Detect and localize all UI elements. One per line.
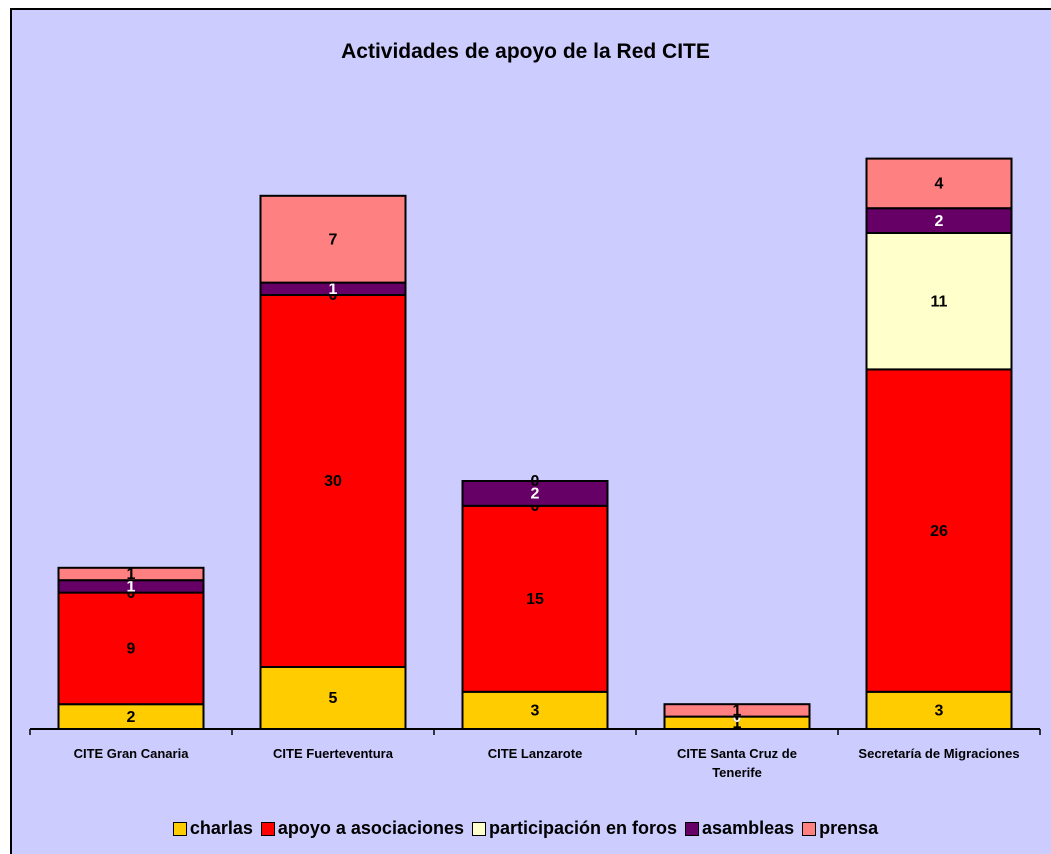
bar-segment <box>865 368 1013 693</box>
data-label: 2 <box>127 709 136 726</box>
data-label: 0 <box>531 473 540 490</box>
data-label: 15 <box>526 591 544 608</box>
legend-item: charlas <box>172 818 253 839</box>
data-label: 2 <box>935 213 944 230</box>
bar-segment <box>57 703 205 731</box>
legend-item: apoyo a asociaciones <box>260 818 464 839</box>
x-tick-label: Secretaría de Migraciones <box>858 746 1020 761</box>
legend-label: charlas <box>189 818 253 838</box>
data-label: 11 <box>931 293 948 310</box>
legend-label: participación en foros <box>488 818 678 838</box>
legend-item: prensa <box>802 818 878 839</box>
data-label: 1 <box>733 703 742 720</box>
legend-label: asambleas <box>702 818 795 838</box>
x-tick-label: CITE Lanzarote <box>487 746 583 761</box>
legend-swatch <box>172 821 187 836</box>
legend-swatch <box>685 821 700 836</box>
data-label: 3 <box>935 703 944 720</box>
legend: charlas apoyo a asociaciones participación… <box>0 818 1051 839</box>
data-label: 4 <box>935 176 944 193</box>
data-label: 30 <box>324 473 342 490</box>
bar-segment <box>865 207 1013 234</box>
bar-segment <box>865 232 1013 371</box>
data-label: 5 <box>329 690 338 707</box>
x-tick-label: CITE Gran Canaria <box>73 746 189 761</box>
legend-item: asambleas <box>685 818 794 839</box>
legend-swatch <box>260 821 275 836</box>
x-tick-label: CITE Santa Cruz de Tenerife <box>677 746 797 780</box>
bar-segment <box>259 194 407 284</box>
legend-swatch <box>802 821 817 836</box>
data-label: 1 <box>733 715 742 732</box>
bar-segment <box>461 504 609 693</box>
bar-segment <box>865 157 1013 210</box>
data-label: 1 <box>127 579 136 596</box>
data-label: 26 <box>930 523 948 540</box>
data-label: 1 <box>329 281 338 298</box>
legend-label: apoyo a asociaciones <box>277 818 464 838</box>
data-label: 1 <box>127 566 136 583</box>
data-label: 3 <box>531 703 540 720</box>
data-label: 9 <box>127 641 136 658</box>
bar-segment <box>865 690 1013 730</box>
chart-title: Actividades de apoyo de la Red CITE <box>341 40 710 63</box>
legend-item: participación en foros <box>471 818 678 839</box>
data-label: 2 <box>531 486 540 503</box>
x-tick-label: CITE Fuerteventura <box>273 746 393 761</box>
bar-segment <box>57 591 205 706</box>
bar-segment <box>461 690 609 730</box>
bar-segment <box>461 480 609 507</box>
data-label: 7 <box>329 231 338 248</box>
legend-label: prensa <box>819 818 879 838</box>
bar-segment <box>259 294 407 668</box>
bar-segment <box>663 703 811 718</box>
bar-segment <box>57 566 205 582</box>
legend-swatch <box>471 821 486 836</box>
